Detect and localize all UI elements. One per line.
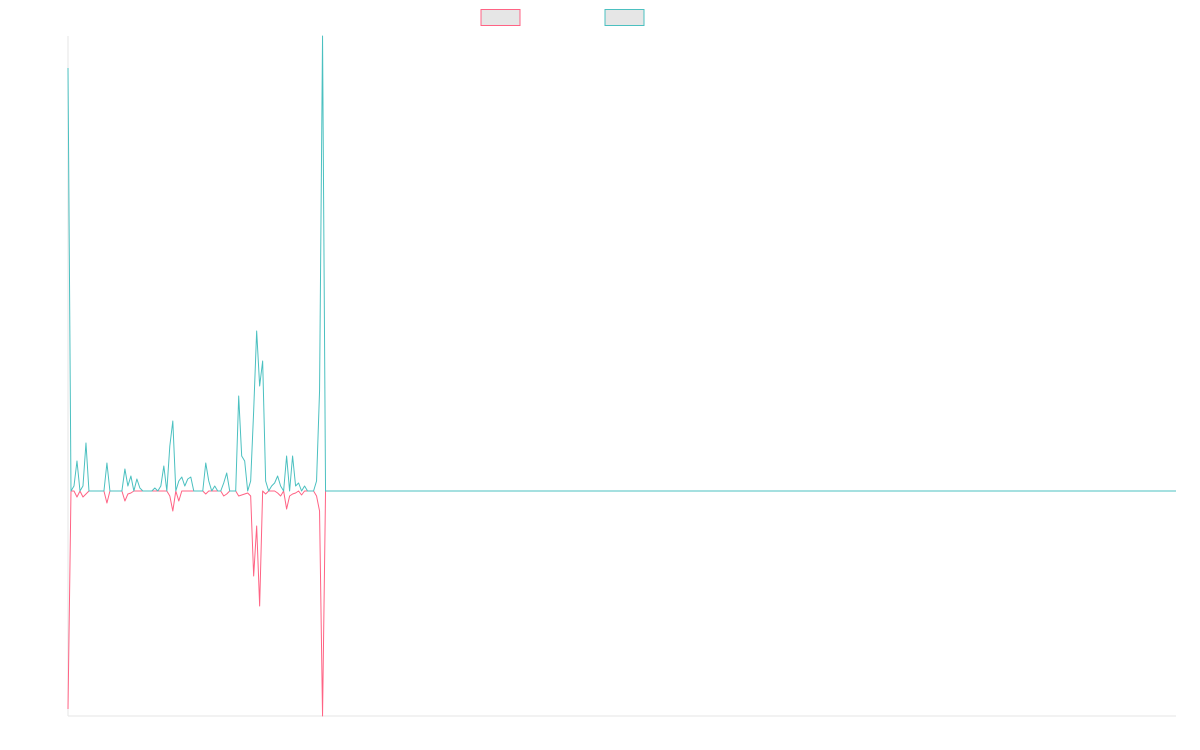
legend-swatch[interactable] [480, 9, 521, 26]
series-line [67, 35, 1176, 492]
legend-swatch[interactable] [604, 9, 645, 26]
series-line [67, 490, 1176, 717]
